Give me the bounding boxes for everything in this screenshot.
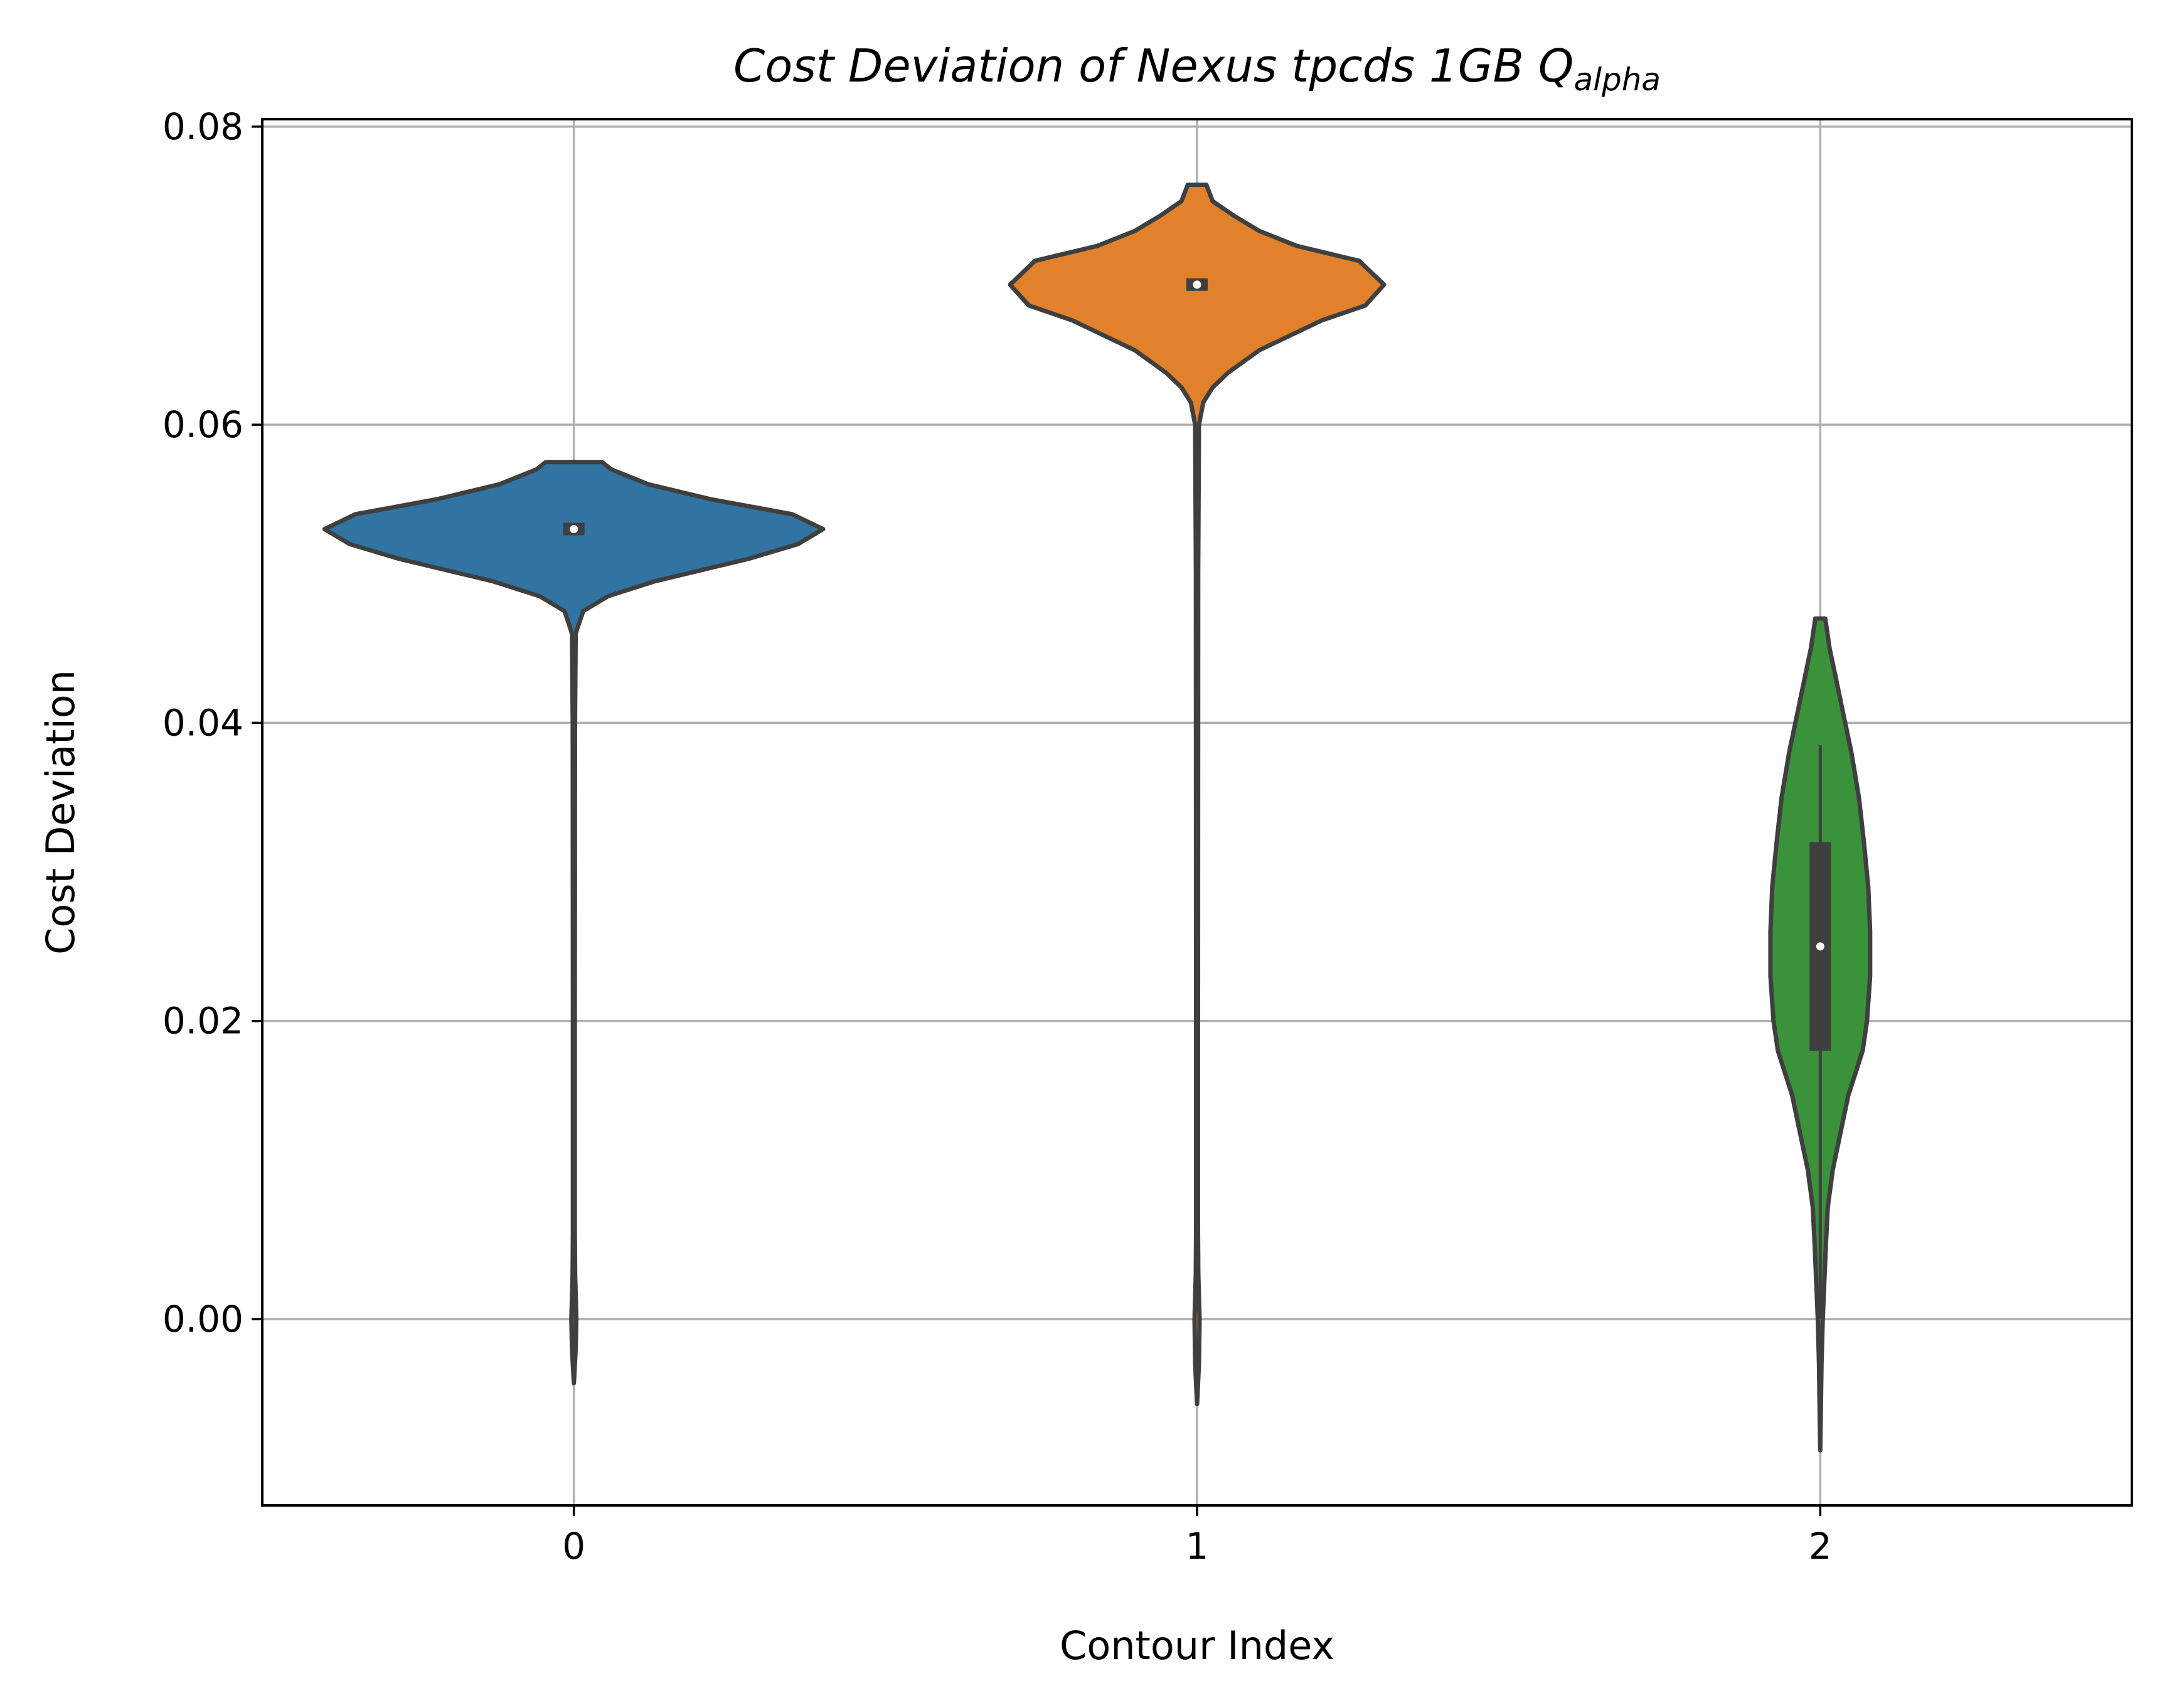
y-tick-label: 0.04 bbox=[162, 701, 243, 744]
y-tick-label: 0.02 bbox=[162, 1000, 243, 1042]
x-axis-label: Contour Index bbox=[1060, 1623, 1334, 1668]
violin-median-dot bbox=[570, 524, 578, 533]
y-tick-label: 0.06 bbox=[162, 403, 243, 446]
y-tick-label: 0.08 bbox=[162, 105, 243, 148]
y-tick-label: 0.00 bbox=[162, 1298, 243, 1340]
chart-title: Cost Deviation of Nexus tpcds 1GB Qalpha bbox=[733, 40, 1661, 98]
chart-title-subscript: alpha bbox=[1573, 61, 1661, 98]
x-tick-label: 1 bbox=[1186, 1525, 1209, 1567]
violin-body bbox=[322, 460, 826, 1386]
chart-title-main: Cost Deviation of Nexus tpcds 1GB Q bbox=[733, 40, 1574, 92]
x-tick-label: 2 bbox=[1809, 1525, 1832, 1567]
violins bbox=[322, 183, 1873, 1453]
y-axis-label: Cost Deviation bbox=[38, 670, 83, 955]
x-tick-label: 0 bbox=[562, 1525, 585, 1567]
violin-body bbox=[1008, 183, 1387, 1406]
violin-median-dot bbox=[1193, 280, 1201, 289]
violin-median-dot bbox=[1816, 942, 1824, 951]
axes: 0.00 0.02 0.04 0.06 0.08 0 1 2 bbox=[162, 105, 1832, 1567]
